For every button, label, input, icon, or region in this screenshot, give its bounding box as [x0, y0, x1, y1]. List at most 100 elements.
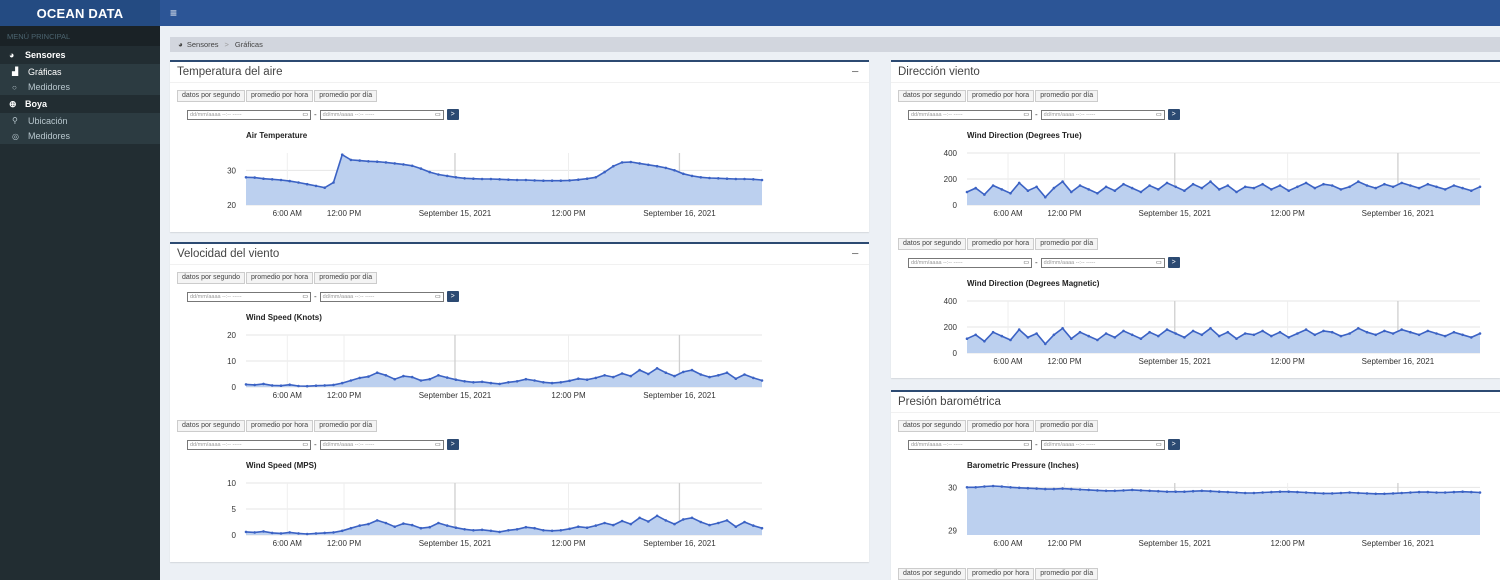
apply-date-button[interactable]: > [1167, 439, 1180, 450]
data-point [1339, 334, 1343, 338]
data-point [699, 520, 703, 524]
per-second-button[interactable]: datos por segundo [898, 90, 966, 102]
per-second-button[interactable]: datos por segundo [177, 420, 245, 432]
start-date-input[interactable]: dd/mm/aaaa --:-- ----- ▭ [908, 257, 1032, 268]
start-date-input[interactable]: dd/mm/aaaa --:-- ----- ▭ [187, 439, 311, 450]
per-second-button[interactable]: datos por segundo [177, 272, 245, 284]
calendar-icon[interactable]: ▭ [435, 441, 441, 448]
data-point [983, 340, 986, 343]
per-day-button[interactable]: promedio por día [314, 272, 378, 284]
calendar-icon[interactable]: ▭ [1156, 259, 1162, 266]
per-hour-button[interactable]: promedio por hora [967, 568, 1035, 580]
data-point [647, 520, 650, 523]
data-point [1226, 490, 1230, 494]
data-point [402, 163, 405, 166]
data-point [1322, 492, 1325, 495]
breadcrumb-home[interactable]: Sensores [186, 40, 219, 49]
data-point [1200, 186, 1204, 190]
aggregation-buttons: datos por segundo promedio por hora promed… [898, 238, 1099, 250]
data-point [974, 333, 977, 337]
end-date-input[interactable]: dd/mm/aaaa --:-- ----- ▭ [319, 291, 444, 302]
y-tick-label: 10 [227, 479, 236, 488]
calendar-icon[interactable]: ▭ [1023, 111, 1029, 118]
start-date-input[interactable]: dd/mm/aaaa --:-- ----- ▭ [187, 109, 311, 120]
data-point [1435, 491, 1438, 494]
per-second-button[interactable]: datos por segundo [177, 90, 245, 102]
data-point [1339, 188, 1343, 191]
data-point [1122, 329, 1125, 333]
per-hour-button[interactable]: promedio por hora [246, 90, 314, 102]
end-date-input[interactable]: dd/mm/aaaa --:-- ----- ▭ [319, 109, 444, 120]
per-hour-button[interactable]: promedio por hora [246, 272, 314, 284]
x-tick-label: 12:00 PM [327, 539, 362, 548]
data-point [1365, 330, 1369, 334]
menu-toggle-icon[interactable]: ≡ [170, 6, 178, 20]
sidebar-item-graficas[interactable]: ▟ Gráficas [0, 64, 160, 80]
x-tick-label: 12:00 PM [1271, 539, 1306, 548]
apply-date-button[interactable]: > [1167, 257, 1180, 268]
data-point [1365, 184, 1369, 187]
data-point [1296, 490, 1299, 494]
calendar-icon[interactable]: ▭ [1156, 111, 1162, 118]
calendar-icon[interactable]: ▭ [1023, 259, 1029, 266]
calendar-icon[interactable]: ▭ [435, 293, 441, 300]
end-date-input[interactable]: dd/mm/aaaa --:-- ----- ▭ [319, 439, 444, 450]
apply-date-button[interactable]: > [446, 439, 459, 450]
data-point [1139, 337, 1143, 340]
calendar-icon[interactable]: ▭ [302, 441, 308, 448]
per-hour-button[interactable]: promedio por hora [967, 90, 1035, 102]
chart-title: Wind Direction (Degrees True) [967, 131, 1082, 140]
calendar-icon[interactable]: ▭ [302, 111, 308, 118]
per-day-button[interactable]: promedio por día [1035, 238, 1099, 250]
data-point [253, 176, 256, 179]
per-hour-button[interactable]: promedio por hora [967, 420, 1035, 432]
chart-block: datos por segundo promedio por hora promed… [170, 420, 869, 568]
apply-date-button[interactable]: > [446, 109, 459, 120]
x-tick-label: September 16, 2021 [1362, 357, 1435, 366]
start-date-input[interactable]: dd/mm/aaaa --:-- ----- ▭ [187, 291, 311, 302]
data-point [463, 528, 466, 531]
collapse-icon[interactable]: − [851, 246, 859, 261]
data-point [454, 176, 458, 179]
per-second-button[interactable]: datos por segundo [898, 568, 966, 580]
start-date-input[interactable]: dd/mm/aaaa --:-- ----- ▭ [908, 109, 1032, 120]
sidebar-group-boya[interactable]: ⊕ Boya [0, 95, 160, 113]
calendar-icon[interactable]: ▭ [435, 111, 441, 118]
per-hour-button[interactable]: promedio por hora [967, 238, 1035, 250]
apply-date-button[interactable]: > [1167, 109, 1180, 120]
collapse-icon[interactable]: − [851, 64, 859, 79]
per-second-button[interactable]: datos por segundo [898, 420, 966, 432]
start-date-input[interactable]: dd/mm/aaaa --:-- ----- ▭ [908, 439, 1032, 450]
sidebar-submenu: ▟ Gráficas ○ Medidores [0, 64, 160, 95]
sidebar-item-medidores-boya[interactable]: ◎ Medidores [0, 129, 160, 145]
end-date-input[interactable]: dd/mm/aaaa --:-- ----- ▭ [1040, 109, 1165, 120]
data-point [1365, 492, 1369, 495]
calendar-icon[interactable]: ▭ [1023, 441, 1029, 448]
sidebar-item-ubicacion[interactable]: ⚲ Ubicación [0, 113, 160, 129]
data-point [620, 372, 624, 375]
end-date-input[interactable]: dd/mm/aaaa --:-- ----- ▭ [1040, 439, 1165, 450]
per-hour-button[interactable]: promedio por hora [246, 420, 314, 432]
per-day-button[interactable]: promedio por día [1035, 568, 1099, 580]
per-day-button[interactable]: promedio por día [1035, 90, 1099, 102]
per-second-button[interactable]: datos por segundo [898, 238, 966, 250]
data-point [983, 485, 986, 488]
data-point [340, 153, 344, 156]
data-point [550, 179, 554, 182]
per-day-button[interactable]: promedio por día [1035, 420, 1099, 432]
sidebar-group-sensores[interactable]: ◕ Sensores [0, 46, 160, 64]
end-date-input[interactable]: dd/mm/aaaa --:-- ----- ▭ [1040, 257, 1165, 268]
date-separator: - [314, 110, 317, 119]
chart-title: Wind Direction (Degrees Magnetic) [967, 279, 1100, 288]
app-logo[interactable]: OCEAN DATA [0, 0, 160, 26]
apply-date-button[interactable]: > [446, 291, 459, 302]
per-day-button[interactable]: promedio por día [314, 420, 378, 432]
breadcrumb-separator: > [224, 40, 229, 49]
sidebar-item-label: Medidores [28, 131, 71, 142]
calendar-icon[interactable]: ▭ [302, 293, 308, 300]
y-tick-label: 30 [948, 483, 957, 492]
sidebar-item-medidores[interactable]: ○ Medidores [0, 80, 160, 96]
calendar-icon[interactable]: ▭ [1156, 441, 1162, 448]
per-day-button[interactable]: promedio por día [314, 90, 378, 102]
sidebar-item-label: Ubicación [28, 115, 68, 126]
